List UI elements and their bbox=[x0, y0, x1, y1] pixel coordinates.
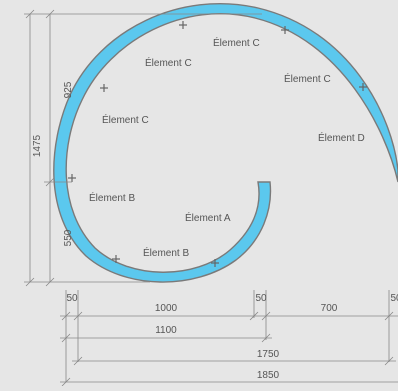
dim-span-1750: 1750 bbox=[257, 349, 280, 360]
dim-span-1850: 1850 bbox=[257, 370, 280, 381]
dim-gap-mid: 50 bbox=[255, 293, 267, 304]
joint-markers bbox=[68, 21, 367, 267]
spiral-band bbox=[53, 3, 398, 283]
joint-marker bbox=[281, 26, 289, 34]
label-element-b-bottom: Élement B bbox=[143, 246, 189, 259]
horizontal-dimensions bbox=[60, 290, 398, 387]
dim-lower-height: 550 bbox=[63, 229, 74, 246]
vertical-dimensions bbox=[24, 9, 262, 287]
joint-marker bbox=[112, 255, 120, 263]
joint-marker bbox=[211, 259, 219, 267]
joint-marker bbox=[179, 21, 187, 29]
label-element-c-right: Élement C bbox=[284, 72, 331, 85]
dim-span-1100: 1100 bbox=[155, 325, 177, 336]
dim-total-height: 1475 bbox=[32, 134, 43, 157]
joint-marker bbox=[359, 83, 367, 91]
label-element-c-upper-left: Élement C bbox=[145, 56, 192, 69]
joint-marker bbox=[100, 84, 108, 92]
label-element-c-top: Élement C bbox=[213, 36, 260, 49]
dim-span-700: 700 bbox=[321, 303, 338, 314]
label-element-a: Élement A bbox=[185, 211, 231, 224]
dim-span-1000: 1000 bbox=[155, 303, 178, 314]
label-element-c-left: Élement C bbox=[102, 113, 149, 126]
label-element-b-left: Élement B bbox=[89, 191, 135, 204]
dim-gap-left: 50 bbox=[66, 293, 78, 304]
dim-upper-height: 925 bbox=[63, 81, 74, 98]
joint-marker bbox=[68, 174, 76, 182]
dim-gap-right: 50 bbox=[390, 293, 398, 304]
label-element-d: Élement D bbox=[318, 131, 365, 144]
